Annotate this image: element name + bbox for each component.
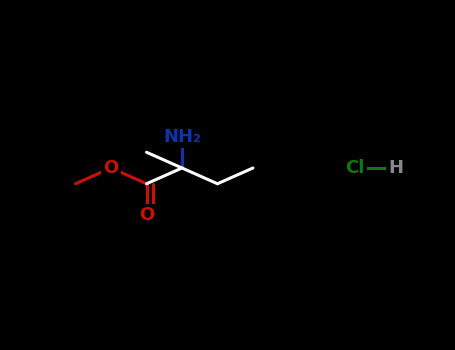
- Text: O: O: [139, 206, 154, 224]
- Text: Cl: Cl: [345, 159, 364, 177]
- Text: O: O: [103, 159, 119, 177]
- Text: H: H: [389, 159, 403, 177]
- Text: NH₂: NH₂: [163, 127, 201, 146]
